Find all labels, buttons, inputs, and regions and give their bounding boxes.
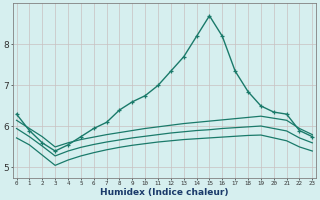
X-axis label: Humidex (Indice chaleur): Humidex (Indice chaleur) [100, 188, 229, 197]
